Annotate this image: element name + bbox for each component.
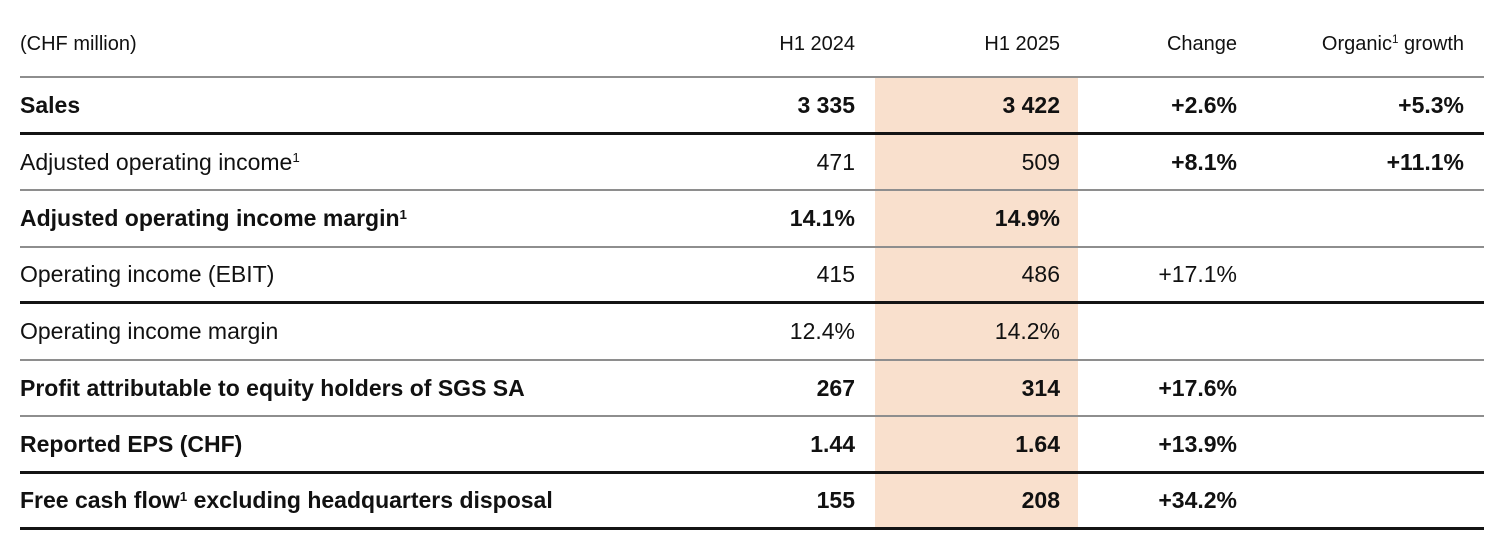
change-value: +8.1% [1171,148,1237,175]
change-value: +17.1% [1158,261,1237,288]
h1-2024-value: 155 [816,487,855,514]
table-row-operating-income-ebit: Operating income (EBIT) 415 486 +17.1% [20,248,1484,304]
row-label: Adjusted operating income1 [20,148,300,175]
h1-2025-value: 3 422 [1002,91,1060,118]
organic-growth-footnote: 1 [1391,33,1399,47]
organic-growth-value: +11.1% [1386,148,1464,175]
h1-2024-value: 267 [816,374,855,401]
organic-growth-value: +5.3% [1398,91,1464,118]
h1-2024-value: 471 [816,148,855,175]
h1-2025-value: 509 [1021,148,1060,175]
column-header-h1-2024: H1 2024 [779,32,855,55]
column-header-h1-2025: H1 2025 [984,32,1060,55]
change-value: +13.9% [1158,430,1237,457]
h1-2025-value: 208 [1021,487,1060,514]
table-row-reported-eps: Reported EPS (CHF) 1.44 1.64 +13.9% [20,417,1484,474]
change-value: +34.2% [1158,487,1237,514]
change-value: +17.6% [1158,374,1237,401]
row-label: Reported EPS (CHF) [20,430,243,457]
table-row-adjusted-operating-income-margin: Adjusted operating income margin1 14.1% … [20,191,1484,248]
organic-growth-text-suffix: growth [1398,32,1464,55]
table-row-adjusted-operating-income: Adjusted operating income1 471 509 +8.1%… [20,135,1484,191]
row-label: Adjusted operating income margin1 [20,205,407,232]
column-header-organic-growth: Organic1 growth [1237,33,1484,56]
change-value: +2.6% [1171,91,1237,118]
h1-2024-value: 14.1% [789,205,855,232]
row-label: Operating income (EBIT) [20,261,275,288]
row-label: Profit attributable to equity holders of… [20,374,525,401]
h1-2025-highlight-band [875,78,1078,530]
row-label: Sales [20,91,81,118]
financial-results-table: (CHF million) H1 2024 H1 2025 Change Org… [20,0,1484,530]
h1-2025-value: 314 [1021,374,1060,401]
h1-2025-value: 14.2% [994,318,1060,345]
table-header-row: (CHF million) H1 2024 H1 2025 Change Org… [20,0,1484,78]
h1-2024-value: 1.44 [810,430,855,457]
h1-2025-value: 486 [1021,261,1060,288]
row-label: Operating income margin [20,318,279,345]
column-header-change: Change [1166,32,1237,55]
h1-2024-value: 415 [816,261,855,288]
h1-2024-value: 3 335 [797,91,855,118]
table-row-free-cash-flow: Free cash flow1 excluding headquarters d… [20,474,1484,530]
h1-2024-value: 12.4% [789,318,855,345]
table-row-operating-income-margin: Operating income margin 12.4% 14.2% [20,304,1484,361]
table-row-profit-attributable: Profit attributable to equity holders of… [20,361,1484,417]
h1-2025-value: 1.64 [1015,430,1060,457]
organic-growth-text: Organic [1321,32,1392,55]
h1-2025-value: 14.9% [994,205,1060,232]
unit-label: (CHF million) [20,32,137,55]
row-label: Free cash flow1 excluding headquarters d… [20,487,553,514]
table-row-sales: Sales 3 335 3 422 +2.6% +5.3% [20,78,1484,135]
